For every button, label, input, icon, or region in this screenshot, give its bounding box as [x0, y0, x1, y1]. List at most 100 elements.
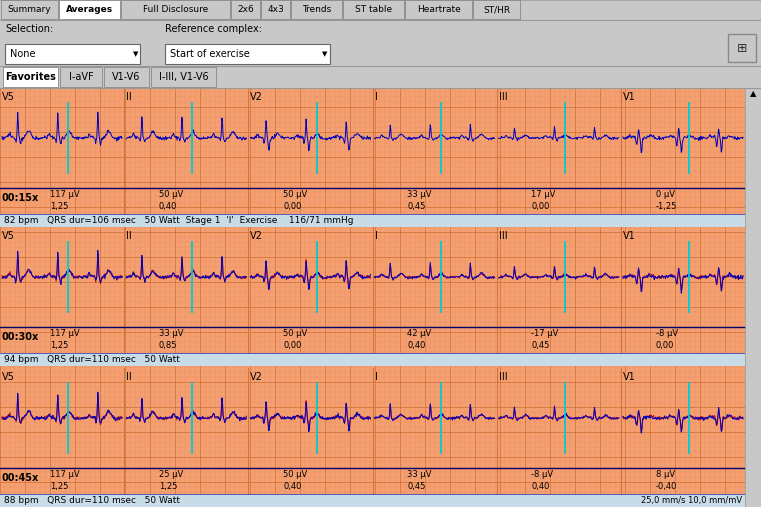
- Bar: [151, 67, 216, 87]
- Text: 50 μV: 50 μV: [159, 190, 183, 199]
- Text: 25 μV: 25 μV: [159, 470, 183, 479]
- Text: V2: V2: [250, 92, 263, 102]
- Text: 94 bpm   QRS dur=110 msec   50 Watt: 94 bpm QRS dur=110 msec 50 Watt: [4, 355, 180, 364]
- Text: 00:30x: 00:30x: [2, 333, 40, 342]
- Text: 0,00: 0,00: [283, 202, 301, 211]
- Text: V1: V1: [622, 372, 635, 382]
- Text: V1: V1: [622, 92, 635, 102]
- Text: V2: V2: [250, 231, 263, 241]
- Text: -1,25: -1,25: [655, 202, 677, 211]
- Text: None: None: [10, 49, 36, 59]
- Bar: [104, 67, 149, 87]
- Bar: [291, 0, 342, 19]
- Text: ▲: ▲: [750, 90, 756, 98]
- Text: Full Disclosure: Full Disclosure: [143, 6, 208, 15]
- Text: 33 μV: 33 μV: [159, 329, 183, 338]
- Bar: [121, 0, 230, 19]
- Text: 50 μV: 50 μV: [283, 329, 307, 338]
- Text: 0,85: 0,85: [159, 341, 177, 350]
- Bar: [0, 20, 761, 66]
- Text: 0,45: 0,45: [407, 202, 425, 211]
- Text: 25,0 mm/s 10,0 mm/mV: 25,0 mm/s 10,0 mm/mV: [641, 496, 742, 505]
- Text: 117 μV: 117 μV: [50, 470, 80, 479]
- Text: I: I: [374, 231, 377, 241]
- Text: Reference complex:: Reference complex:: [165, 24, 262, 34]
- Text: V5: V5: [2, 92, 15, 102]
- Bar: [0, 88, 745, 507]
- Text: 1,25: 1,25: [159, 482, 177, 491]
- Bar: [0, 66, 761, 88]
- Bar: [0, 494, 745, 507]
- Text: Trends: Trends: [302, 6, 331, 15]
- Text: ▼: ▼: [133, 51, 139, 57]
- Text: V2: V2: [250, 372, 263, 382]
- Text: ST table: ST table: [355, 6, 392, 15]
- Text: 0 μV: 0 μV: [655, 190, 674, 199]
- Bar: [261, 0, 290, 19]
- Text: II: II: [126, 92, 132, 102]
- Bar: [165, 44, 330, 64]
- Text: 4x3: 4x3: [267, 6, 284, 15]
- Bar: [728, 34, 756, 62]
- Text: Selection:: Selection:: [5, 24, 53, 34]
- Text: 0,45: 0,45: [407, 482, 425, 491]
- Text: 0,40: 0,40: [159, 202, 177, 211]
- Text: ▼: ▼: [322, 51, 327, 57]
- Text: 50 μV: 50 μV: [283, 190, 307, 199]
- Text: Summary: Summary: [8, 6, 51, 15]
- Text: 0,40: 0,40: [283, 482, 301, 491]
- Text: 2x6: 2x6: [237, 6, 254, 15]
- Text: 33 μV: 33 μV: [407, 190, 431, 199]
- Text: I-aVF: I-aVF: [68, 72, 94, 82]
- Text: 88 bpm   QRS dur=110 msec   50 Watt: 88 bpm QRS dur=110 msec 50 Watt: [4, 496, 180, 505]
- Text: 0,40: 0,40: [531, 482, 549, 491]
- Text: 00:15x: 00:15x: [2, 193, 40, 203]
- Bar: [1, 0, 58, 19]
- Text: -8 μV: -8 μV: [531, 470, 553, 479]
- Text: V1: V1: [622, 231, 635, 241]
- Text: 42 μV: 42 μV: [407, 329, 431, 338]
- Text: I: I: [374, 92, 377, 102]
- Text: Favorites: Favorites: [5, 72, 56, 82]
- Text: 117 μV: 117 μV: [50, 329, 80, 338]
- Text: 0,40: 0,40: [407, 341, 425, 350]
- Text: III: III: [498, 231, 508, 241]
- Text: Heartrate: Heartrate: [416, 6, 460, 15]
- Text: 33 μV: 33 μV: [407, 470, 431, 479]
- Text: -8 μV: -8 μV: [655, 329, 678, 338]
- Bar: [0, 353, 745, 366]
- Text: Averages: Averages: [66, 6, 113, 15]
- Bar: [405, 0, 472, 19]
- Text: -17 μV: -17 μV: [531, 329, 559, 338]
- Text: 0,00: 0,00: [283, 341, 301, 350]
- Bar: [5, 44, 140, 64]
- Text: III: III: [498, 372, 508, 382]
- Text: I-III, V1-V6: I-III, V1-V6: [159, 72, 209, 82]
- Text: 82 bpm   QRS dur=106 msec   50 Watt  Stage 1  'I'  Exercise    116/71 mmHg: 82 bpm QRS dur=106 msec 50 Watt Stage 1 …: [4, 216, 354, 225]
- Bar: [60, 67, 102, 87]
- Text: II: II: [126, 231, 132, 241]
- Text: V5: V5: [2, 372, 15, 382]
- Bar: [343, 0, 404, 19]
- Text: II: II: [126, 372, 132, 382]
- Bar: [59, 0, 120, 19]
- Text: 8 μV: 8 μV: [655, 470, 675, 479]
- Bar: [3, 67, 58, 87]
- Text: 0,00: 0,00: [531, 202, 549, 211]
- Text: V1-V6: V1-V6: [113, 72, 141, 82]
- Text: 1,25: 1,25: [50, 341, 68, 350]
- Text: 0,00: 0,00: [655, 341, 674, 350]
- Text: -0,40: -0,40: [655, 482, 677, 491]
- Text: Start of exercise: Start of exercise: [170, 49, 250, 59]
- Text: ST/HR: ST/HR: [483, 6, 510, 15]
- Text: 1,25: 1,25: [50, 482, 68, 491]
- Text: ⊞: ⊞: [737, 42, 747, 54]
- Text: V5: V5: [2, 231, 15, 241]
- Bar: [473, 0, 520, 19]
- Bar: [0, 214, 745, 227]
- Text: 00:45x: 00:45x: [2, 474, 40, 483]
- Text: 117 μV: 117 μV: [50, 190, 80, 199]
- Text: 50 μV: 50 μV: [283, 470, 307, 479]
- Text: 1,25: 1,25: [50, 202, 68, 211]
- Bar: [0, 0, 761, 20]
